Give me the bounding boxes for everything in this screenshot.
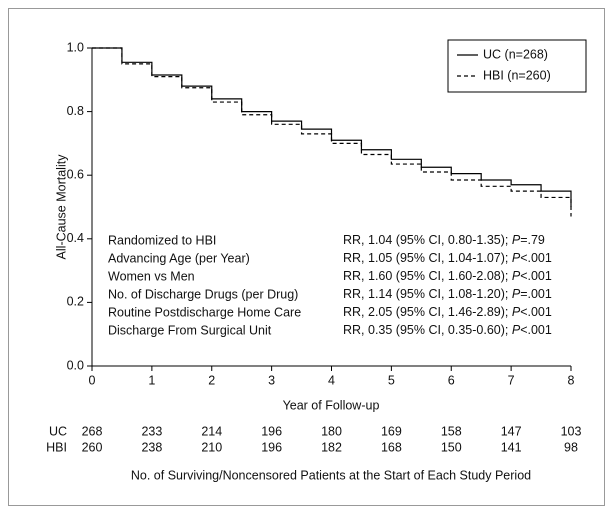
at-risk-count: 268 — [82, 424, 103, 438]
annotation-rr: RR, 0.35 (95% CI, 0.35-0.60); — [343, 323, 512, 337]
x-tick-label: 3 — [268, 373, 275, 387]
at-risk-count: 141 — [501, 440, 522, 454]
x-tick-label: 4 — [328, 373, 335, 387]
x-tick-label: 8 — [568, 373, 575, 387]
at-risk-count: 98 — [564, 440, 578, 454]
x-tick-label: 5 — [388, 373, 395, 387]
x-tick-label: 2 — [208, 373, 215, 387]
x-tick-label: 6 — [448, 373, 455, 387]
annotation-rr: RR, 1.05 (95% CI, 1.04-1.07); — [343, 251, 512, 265]
annotation-label: Women vs Men — [108, 269, 195, 283]
at-risk-count: 182 — [321, 440, 342, 454]
at-risk-count: 196 — [261, 424, 282, 438]
legend-label: HBI (n=260) — [483, 68, 551, 82]
at-risk-count: 180 — [321, 424, 342, 438]
legend-label: UC (n=268) — [483, 47, 548, 61]
annotation-rr: RR, 1.04 (95% CI, 0.80-1.35); — [343, 233, 512, 247]
x-tick-label: 1 — [148, 373, 155, 387]
at-risk-group: HBI — [46, 440, 67, 454]
annotation-p-value: =.001 — [520, 287, 552, 301]
annotation-stat: RR, 1.14 (95% CI, 1.08-1.20); P=.001 — [343, 287, 552, 301]
figure-border — [8, 8, 605, 506]
annotation-p-value: <.001 — [520, 269, 552, 283]
annotation-rr: RR, 2.05 (95% CI, 1.46-2.89); — [343, 305, 512, 319]
annotation-label: Routine Postdischarge Home Care — [108, 305, 301, 319]
annotation-stat: RR, 1.04 (95% CI, 0.80-1.35); P=.79 — [343, 233, 545, 247]
at-risk-count: 103 — [561, 424, 582, 438]
at-risk-count: 260 — [82, 440, 103, 454]
x-tick-label: 7 — [508, 373, 515, 387]
at-risk-count: 214 — [201, 424, 222, 438]
at-risk-count: 158 — [441, 424, 462, 438]
x-tick-label: 0 — [89, 373, 96, 387]
annotation-p-value: =.79 — [520, 233, 545, 247]
annotation-label: Randomized to HBI — [108, 233, 216, 247]
at-risk-count: 169 — [381, 424, 402, 438]
annotation-stat: RR, 2.05 (95% CI, 1.46-2.89); P<.001 — [343, 305, 552, 319]
annotation-p-value: <.001 — [520, 323, 552, 337]
at-risk-count: 168 — [381, 440, 402, 454]
annotation-stat: RR, 0.35 (95% CI, 0.35-0.60); P<.001 — [343, 323, 552, 337]
annotation-p-value: <.001 — [520, 251, 552, 265]
annotation-p: P — [512, 233, 521, 247]
annotation-label: No. of Discharge Drugs (per Drug) — [108, 287, 298, 301]
annotation-p: P — [512, 323, 521, 337]
y-tick-label: 0.4 — [67, 231, 84, 245]
annotation-rr: RR, 1.14 (95% CI, 1.08-1.20); — [343, 287, 512, 301]
annotation-p: P — [512, 269, 521, 283]
at-risk-title: No. of Surviving/Noncensored Patients at… — [131, 468, 531, 482]
annotation-p-value: <.001 — [520, 305, 552, 319]
at-risk-count: 233 — [141, 424, 162, 438]
annotation-stat: RR, 1.05 (95% CI, 1.04-1.07); P<.001 — [343, 251, 552, 265]
y-axis-label: All-Cause Mortality — [54, 154, 68, 260]
at-risk-count: 238 — [141, 440, 162, 454]
at-risk-count: 196 — [261, 440, 282, 454]
y-tick-label: 1.0 — [67, 40, 84, 54]
at-risk-count: 147 — [501, 424, 522, 438]
annotation-label: Discharge From Surgical Unit — [108, 323, 272, 337]
annotation-label: Advancing Age (per Year) — [108, 251, 250, 265]
at-risk-group: UC — [49, 424, 67, 438]
annotation-p: P — [512, 251, 521, 265]
y-tick-label: 0.6 — [67, 167, 84, 181]
at-risk-count: 150 — [441, 440, 462, 454]
annotation-p: P — [512, 287, 521, 301]
annotation-p: P — [512, 305, 521, 319]
at-risk-count: 210 — [201, 440, 222, 454]
y-tick-label: 0.0 — [67, 358, 84, 372]
annotation-stat: RR, 1.60 (95% CI, 1.60-2.08); P<.001 — [343, 269, 552, 283]
y-tick-label: 0.2 — [67, 295, 84, 309]
x-axis-label: Year of Follow-up — [283, 398, 380, 412]
annotation-rr: RR, 1.60 (95% CI, 1.60-2.08); — [343, 269, 512, 283]
legend-box — [447, 39, 587, 93]
y-tick-label: 0.8 — [67, 104, 84, 118]
